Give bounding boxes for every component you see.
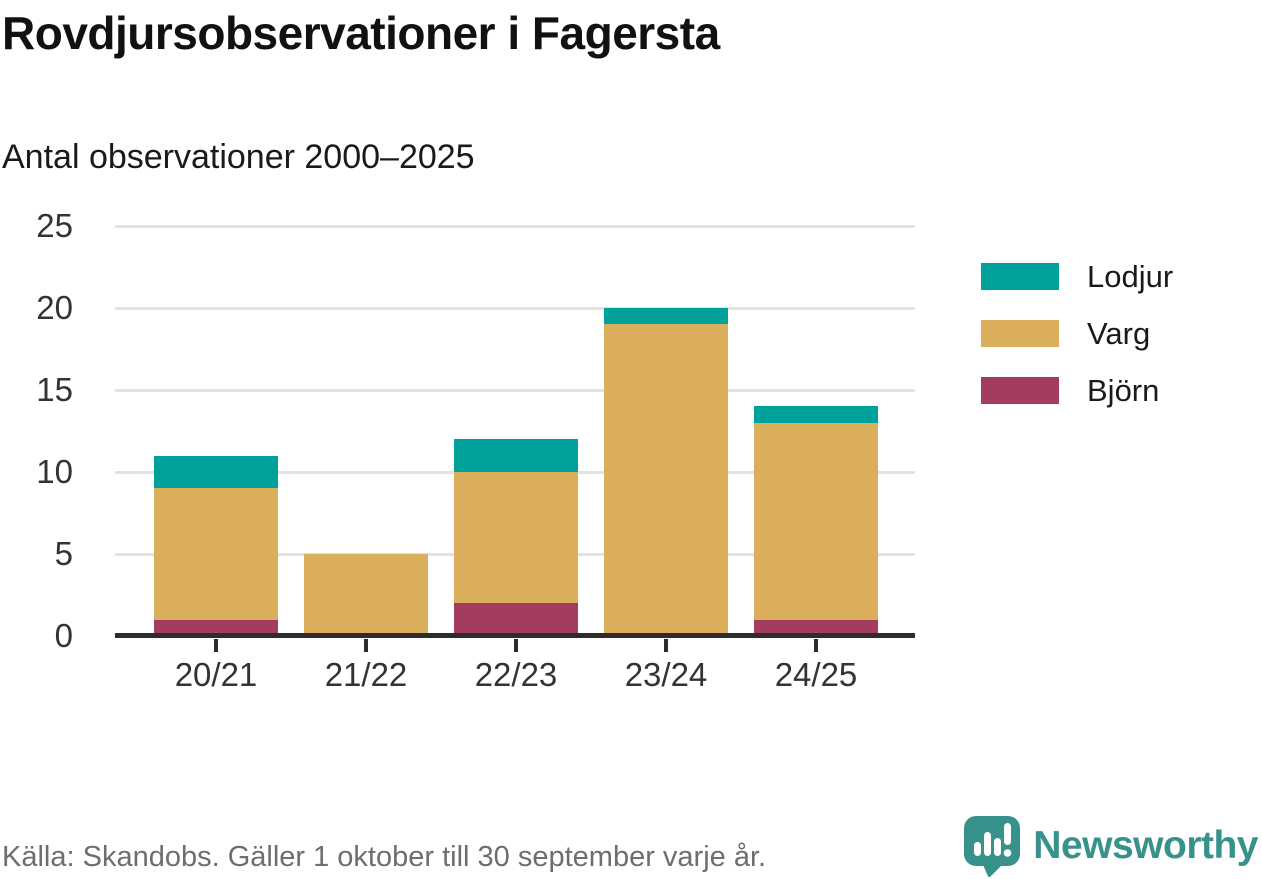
newsworthy-brand: Newsworthy [963,815,1258,877]
y-tick-label-5: 5 [54,535,73,572]
x-tick-22-23 [514,639,518,652]
y-tick-label-20: 20 [36,289,73,326]
x-tick-label-22-23: 22/23 [474,656,558,693]
x-tick-label-24-25: 24/25 [774,656,858,693]
bar-segment-lodjur-22-23 [454,439,578,472]
x-axis-line [115,633,915,638]
bar-segment-lodjur-24-25 [754,406,878,423]
x-tick-label-20-21: 20/21 [174,656,258,693]
bar-segment-lodjur-20-21 [154,455,278,489]
chart-subtitle: Antal observationer 2000–2025 [2,138,475,176]
x-tick-23-24 [664,639,668,652]
y-tick-label-25: 25 [36,207,73,244]
source-note: Källa: Skandobs. Gäller 1 oktober till 3… [2,841,767,873]
bar-segment-björn-24-25 [754,619,878,636]
gridline-y-25 [115,224,915,228]
legend-swatch-varg [981,320,1059,347]
gridline-y-20 [115,306,915,310]
bar-segment-varg-22-23 [454,472,578,604]
bar-segment-lodjur-23-24 [604,308,728,325]
bar-segment-varg-24-25 [754,422,878,620]
x-tick-21-22 [364,639,368,652]
y-tick-label-15: 15 [36,371,73,408]
x-tick-24-25 [814,639,818,652]
legend-swatch-lodjur [981,263,1059,290]
legend-item-varg: Varg [981,316,1173,351]
legend-swatch-björn [981,377,1059,404]
bar-segment-björn-22-23 [454,603,578,636]
bar-segment-björn-20-21 [154,619,278,636]
x-axis-labels: 20/21 21/22 22/23 23/24 24/25 [115,656,915,702]
gridline-y-10 [115,470,915,474]
bar-segment-varg-20-21 [154,488,278,620]
x-tick-label-21-22: 21/22 [324,656,408,693]
y-tick-label-0: 0 [54,617,73,654]
x-tick-label-23-24: 23/24 [624,656,708,693]
legend-label-björn: Björn [1087,372,1160,408]
x-tick-20-21 [214,639,218,652]
legend-label-lodjur: Lodjur [1087,258,1174,294]
legend-item-lodjur: Lodjur [981,259,1173,294]
newsworthy-wordmark: Newsworthy [1033,824,1258,867]
legend: Lodjur Varg Björn [981,259,1173,434]
legend-item-björn: Björn [981,373,1173,408]
gridline-y-15 [115,388,915,392]
plot-area [115,224,915,652]
y-axis-labels: 0 5 10 15 20 25 [0,207,95,654]
chart-title: Rovdjursobservationer i Fagersta [2,7,720,59]
bar-segment-varg-23-24 [604,324,728,636]
legend-label-varg: Varg [1087,315,1151,351]
y-tick-label-10: 10 [36,453,73,490]
bar-segment-varg-21-22 [304,554,428,636]
newsworthy-logo-icon [963,815,1021,877]
